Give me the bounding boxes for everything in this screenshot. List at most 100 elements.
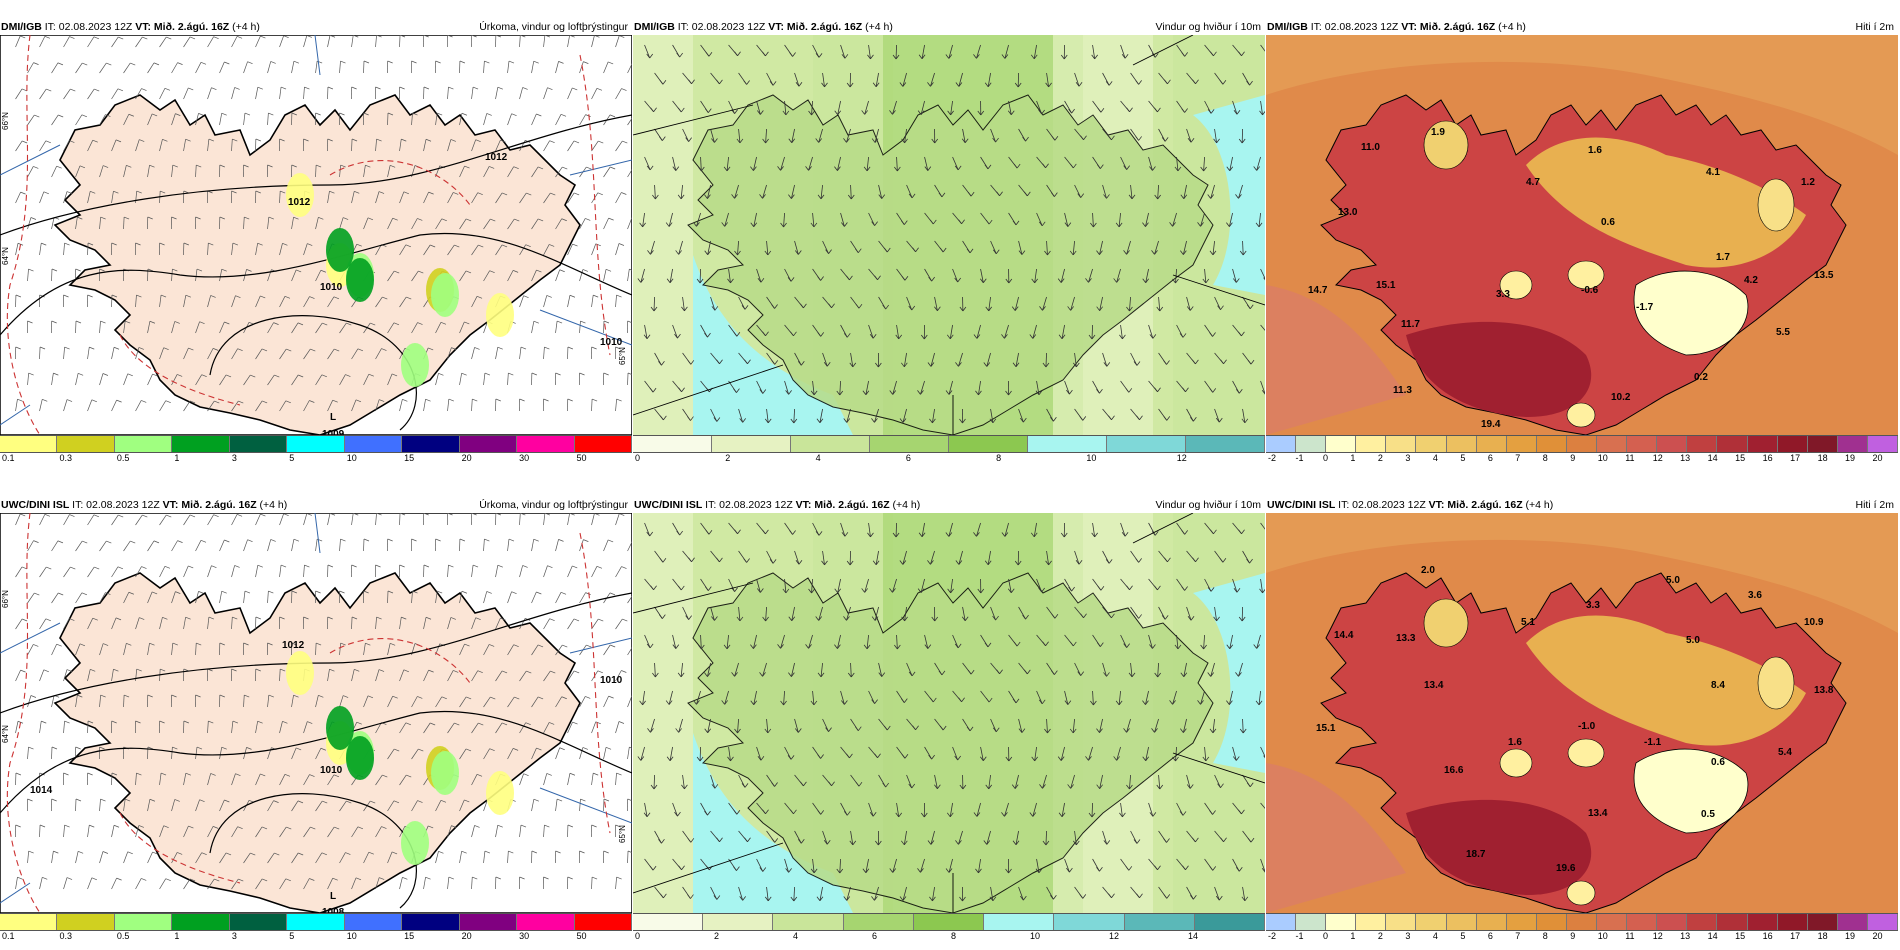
valid-time: VT: Mið. 2.ágú. 16Z <box>1428 499 1523 511</box>
model-name: UWC/DINI ISL <box>1267 499 1336 511</box>
legend-swatch <box>1476 436 1507 452</box>
legend-tick-label: 2 <box>714 931 720 941</box>
legend-swatch <box>1028 436 1107 452</box>
legend-swatch <box>1386 914 1417 930</box>
map-value-label: 3.6 <box>1748 590 1762 601</box>
map-value-label: 5.0 <box>1686 635 1700 646</box>
map-value-label: 15.1 <box>1376 280 1396 291</box>
map-value-label: 15.1 <box>1316 723 1336 734</box>
legend-swatch <box>1627 914 1658 930</box>
legend-swatch <box>1416 914 1447 930</box>
legend-swatch <box>172 914 230 930</box>
map-value-label: 0.6 <box>1711 757 1725 768</box>
map-value-label: 1010 <box>320 282 343 293</box>
legend-tick-label: 0 <box>1322 931 1328 941</box>
wind-barbs <box>15 35 632 412</box>
legend-tick-label: 3 <box>231 453 237 463</box>
panel-header: DMI/IGB IT: 02.08.2023 12Z VT: Mið. 2.ág… <box>0 17 632 35</box>
init-time: IT: 02.08.2023 12Z <box>677 21 766 33</box>
legend-tick-label: 3 <box>231 931 237 941</box>
map-value-label: 13.8 <box>1814 685 1834 696</box>
legend-tick-label: 14 <box>1707 931 1718 941</box>
map-value-label: 1012 <box>282 640 305 651</box>
legend-tick-label: 8 <box>951 931 957 941</box>
legend-tick-label: 4 <box>1432 931 1438 941</box>
legend-ticks: 0.1 0.3 0.5 1 3 5 10 15 20 30 50 <box>0 931 632 943</box>
legend-swatch <box>1416 436 1447 452</box>
map-value-label: 1010 <box>600 675 623 686</box>
legend-swatch <box>1657 914 1688 930</box>
legend-tick-label: 20 <box>1872 453 1883 463</box>
map-value-label: 5.5 <box>1776 327 1790 338</box>
map-area[interactable]: 66°N 65°N 64°N L 1009 1012 1012 1010 1010 <box>0 35 632 435</box>
legend-tick-label: 50 <box>576 931 587 941</box>
init-time: IT: 02.08.2023 12Z <box>1338 499 1426 511</box>
legend-swatch <box>1777 914 1808 930</box>
temp-map: 11.0 1.9 1.6 4.7 4.1 1.2 13.0 0.6 1.7 4.2 13.5 14.7… <box>1266 35 1898 435</box>
legend-swatch <box>1266 436 1297 452</box>
legend-colorbar <box>633 435 1265 453</box>
legend-swatch <box>114 914 173 930</box>
map-value-label: 4.1 <box>1706 167 1720 178</box>
legend-tick-label: 6 <box>905 453 911 463</box>
lead-time: (+4 h) <box>259 499 288 511</box>
legend-swatch <box>1566 914 1598 930</box>
lead-time: (+4 h) <box>865 21 893 33</box>
map-value-label: 3.3 <box>1496 289 1510 300</box>
wind-arrows <box>637 522 1265 902</box>
legend-swatch <box>402 436 460 452</box>
legend-ticks: -2 -1 0 1 2 3 4 5 6 7 8 9 10 11 12 13 14 15 16 17 18 19 20 <box>1266 931 1898 943</box>
map-value-label: 0.2 <box>1694 372 1708 383</box>
panel-header: DMI/IGB IT: 02.08.2023 12Z VT: Mið. 2.ág… <box>1266 17 1898 35</box>
legend-tick-label: 2 <box>1377 931 1383 941</box>
map-value-label: 1.2 <box>1801 177 1815 188</box>
map-value-label: 1.9 <box>1431 127 1445 138</box>
legend-swatch <box>1296 436 1327 452</box>
legend-tick-label: 9 <box>1570 453 1576 463</box>
legend-swatch <box>1326 436 1357 452</box>
map-area[interactable]: 11.0 1.9 1.6 4.7 4.1 1.2 13.0 0.6 1.7 4.2 13.5 14.7… <box>1266 35 1898 435</box>
legend-ticks: -2 -1 0 1 2 3 4 5 6 7 8 9 10 11 12 13 14 15 16 17 18 19 20 <box>1266 453 1898 465</box>
legend-swatch <box>1717 914 1748 930</box>
legend-swatch <box>229 914 288 930</box>
map-area[interactable]: 66°N 65°N 64°N L 1008 1012 1010 1010 1014 <box>0 513 632 913</box>
precip-map: 66°N 65°N 64°N L 1008 1012 1010 1010 1014 <box>0 513 632 913</box>
dmi-precip-panel: DMI/IGB IT: 02.08.2023 12Z VT: Mið. 2.ág… <box>0 0 632 470</box>
legend-tick-label: 14 <box>1188 931 1199 941</box>
legend-swatch <box>0 914 58 930</box>
map-value-label: 13.5 <box>1814 270 1834 281</box>
legend-tick-label: 5 <box>1460 931 1466 941</box>
legend-tick-label: 7 <box>1515 453 1521 463</box>
legend-swatch <box>459 914 518 930</box>
legend-swatch <box>1356 914 1387 930</box>
legend-swatch <box>459 436 518 452</box>
legend-swatch <box>1356 436 1387 452</box>
legend-swatch <box>287 914 345 930</box>
model-name: DMI/IGB <box>1267 21 1308 33</box>
legend-swatch <box>1476 914 1507 930</box>
lead-time: (+4 h) <box>1498 21 1526 33</box>
map-value-label: 16.6 <box>1444 765 1464 776</box>
legend-swatch <box>574 914 632 930</box>
legend-tick-label: 0 <box>1322 453 1328 463</box>
map-area[interactable] <box>633 35 1265 435</box>
legend-swatch <box>1446 436 1477 452</box>
legend-tick-label: 8 <box>1542 453 1548 463</box>
lead-time: (+4 h) <box>232 21 260 33</box>
map-value-label: 1012 <box>288 197 311 208</box>
legend-tick-label: 2 <box>725 453 731 463</box>
legend-swatch <box>1597 436 1628 452</box>
legend-swatch <box>1807 436 1838 452</box>
map-area[interactable] <box>633 513 1265 913</box>
legend-tick-label: 16 <box>1762 931 1773 941</box>
map-area[interactable]: 2.0 5.0 3.6 3.3 5.1 10.9 14.4 13.3 5.0 13.8 13.4 8.… <box>1266 513 1898 913</box>
legend-tick-label: 4 <box>1432 453 1438 463</box>
legend-tick-label: 0.5 <box>116 931 130 941</box>
legend-colorbar <box>1266 435 1898 453</box>
legend-tick-label: 11 <box>1625 931 1635 941</box>
map-value-label: 4.2 <box>1744 275 1758 286</box>
map-value-label: 11.7 <box>1401 319 1420 330</box>
legend-tick-label: 2 <box>1377 453 1383 463</box>
legend-tick-label: 10 <box>1597 453 1608 463</box>
legend-tick-label: 8 <box>996 453 1002 463</box>
